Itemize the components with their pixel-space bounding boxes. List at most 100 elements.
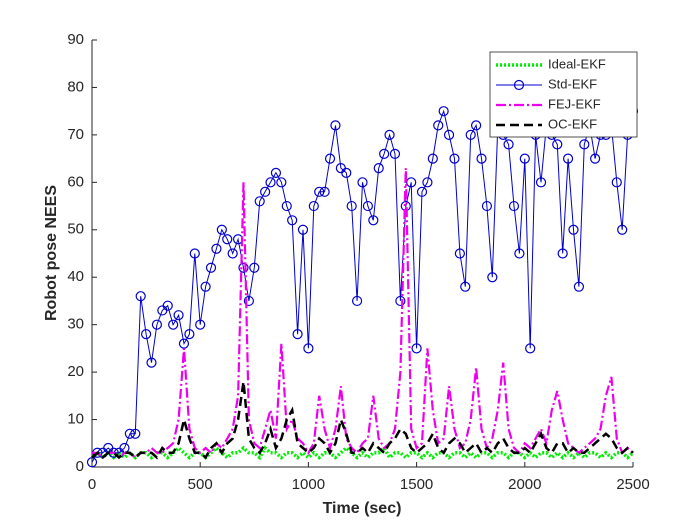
point-marker [535,177,547,188]
point-marker [617,224,628,235]
point-marker [195,319,206,330]
point-marker [222,234,233,245]
point-marker [573,281,585,292]
x-axis-label: Time (sec) [323,500,402,517]
point-marker [292,329,303,340]
point-marker [270,167,282,178]
y-tick-label: 90 [67,31,84,48]
point-marker [438,106,449,117]
point-marker [395,295,406,307]
point-marker [373,163,384,174]
point-marker [146,357,157,368]
point-marker [579,139,590,150]
point-marker [254,196,265,207]
point-marker [314,186,325,197]
point-marker [471,120,482,131]
legend-label: FEJ-EKF [548,96,601,111]
point-marker [330,120,341,131]
point-marker [308,200,319,212]
point-marker [151,319,163,330]
legend-marker [513,79,525,91]
legend-label: Std-EKF [548,76,597,91]
point-marker [227,248,238,259]
point-marker [562,153,574,164]
point-marker [287,215,298,226]
point-marker [433,120,444,131]
point-marker [173,310,184,321]
point-marker [357,177,368,188]
point-marker [427,153,438,164]
point-marker [189,248,200,259]
point-marker [243,295,254,307]
x-tick-label: 2000 [508,476,541,493]
point-marker [368,215,379,226]
point-marker [265,177,276,188]
point-marker [346,200,357,212]
legend-label: OC-EKF [548,116,597,131]
point-marker [525,343,536,354]
point-marker [487,272,498,283]
y-tick-label: 10 [67,411,84,428]
point-marker [205,262,217,273]
point-marker [443,129,455,140]
x-tick-label: 2500 [616,476,649,493]
point-marker [552,139,563,150]
point-marker [319,186,330,197]
point-marker [211,243,222,254]
series-line [91,109,634,463]
point-marker [611,177,622,188]
point-marker [416,186,428,197]
point-marker [216,224,227,235]
point-marker [168,319,179,330]
point-marker [481,200,493,212]
point-marker [568,224,579,235]
point-marker [281,200,292,212]
series-line [92,168,634,459]
point-marker [362,200,374,212]
point-marker [379,148,390,159]
point-marker [297,224,309,235]
y-tick-label: 60 [67,173,84,190]
y-tick-label: 20 [67,363,84,380]
point-marker [178,338,190,349]
legend-box [489,51,638,138]
y-tick-label: 70 [67,126,84,143]
point-marker [130,428,141,439]
point-marker [200,281,211,292]
point-marker [503,139,514,150]
point-marker [476,153,487,164]
y-tick-label: 0 [76,458,84,475]
point-marker [238,262,249,273]
series-line [90,445,635,461]
point-marker [351,295,363,307]
point-marker [184,329,195,340]
point-marker [389,148,401,159]
x-tick-label: 1000 [292,476,325,493]
y-tick-label: 40 [67,268,84,285]
y-tick-label: 30 [67,316,84,333]
point-marker [384,129,395,140]
point-marker [249,262,260,273]
x-tick-label: 1500 [400,476,433,493]
legend-label: Ideal-EKF [548,56,606,71]
point-marker [422,177,433,188]
point-marker [519,153,530,164]
point-marker [303,343,314,354]
point-marker [557,248,568,259]
y-tick-label: 50 [67,221,84,238]
point-marker [162,300,173,311]
point-marker [135,291,146,302]
point-marker [449,153,460,164]
point-marker [124,428,135,439]
point-marker [86,457,98,468]
point-marker [514,248,525,259]
point-marker [324,153,336,164]
point-marker [406,177,417,188]
point-marker [341,167,352,178]
y-tick-label: 80 [67,78,84,95]
point-marker [141,329,152,340]
point-marker [460,281,471,292]
point-marker [465,129,476,140]
point-marker [454,248,465,259]
